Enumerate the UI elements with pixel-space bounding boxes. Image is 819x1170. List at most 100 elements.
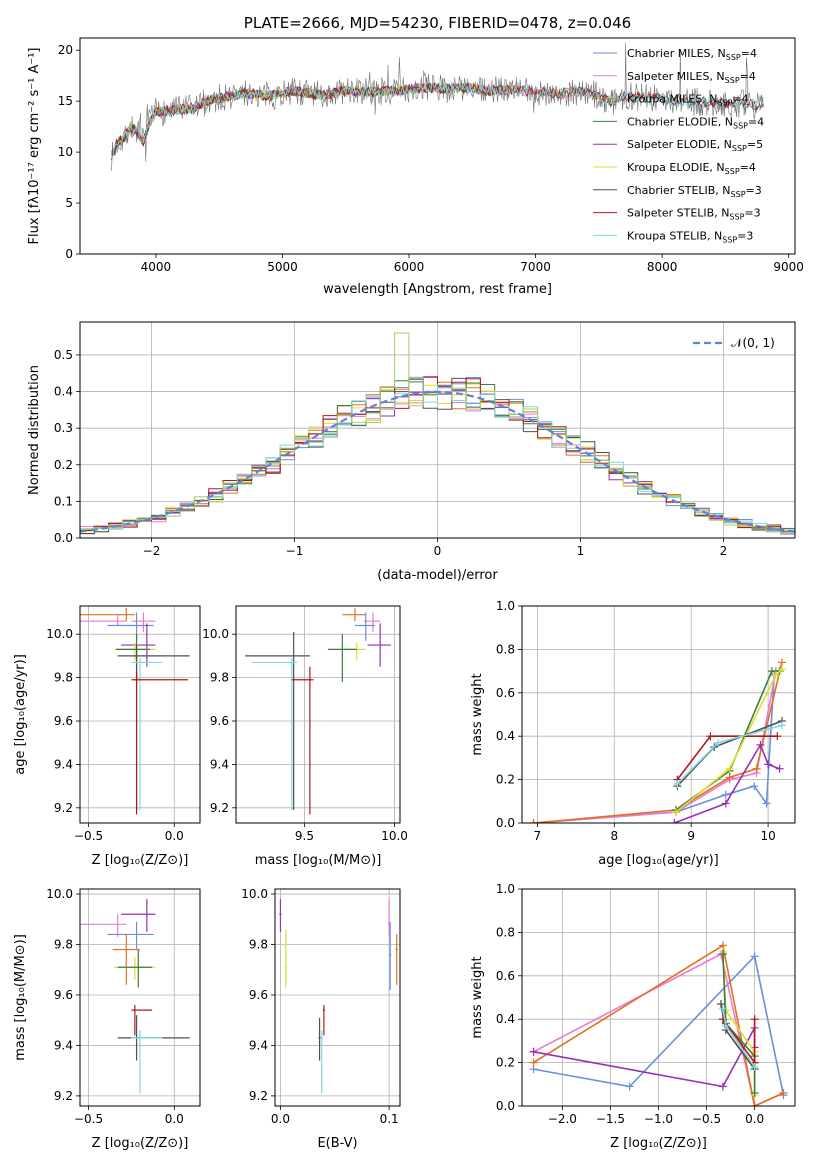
age-vs-z-ytick-label: 9.8 xyxy=(54,671,73,685)
spectrum-legend-label: Salpeter STELIB, NSSP=3 xyxy=(627,207,761,222)
mass-vs-z-xtick-label: 0.0 xyxy=(165,1112,184,1126)
residuals-xtick-label: 2 xyxy=(720,544,728,558)
weight-vs-age-series xyxy=(529,658,786,823)
spectrum-xtick-label: 6000 xyxy=(394,260,425,274)
spectrum-legend-label: Salpeter ELODIE, NSSP=5 xyxy=(627,138,763,153)
mass-vs-ebv-panel: 0.0 0.1 9.2 9.4 9.6 9.8 10.0 E(B-V) xyxy=(241,887,401,1151)
age-vs-mass-ytick-label: 9.4 xyxy=(210,757,229,771)
weight-series-line xyxy=(533,944,784,1106)
spectrum-legend-label: Chabrier STELIB, NSSP=3 xyxy=(627,184,762,199)
mass-vs-z-ytick-label: 9.6 xyxy=(54,988,73,1002)
age-vs-mass-points xyxy=(245,608,391,815)
mass-vs-ebv-xtick-label: 0.0 xyxy=(271,1112,290,1126)
spectrum-legend-label: Kroupa ELODIE, NSSP=4 xyxy=(627,161,756,176)
weight-marker xyxy=(750,782,759,791)
errorbar-point xyxy=(131,1030,163,1094)
weight-vs-age-xlabel: age [log₁₀(age/yr)] xyxy=(598,853,719,868)
weight-marker xyxy=(725,764,734,773)
mass-vs-z-xtick-label: −0.5 xyxy=(74,1112,103,1126)
weight-vs-z-xtick-label: 0.0 xyxy=(745,1112,764,1126)
residuals-ylabel: Normed distribution xyxy=(27,365,42,495)
weight-marker xyxy=(673,779,682,788)
age-vs-z-xtick-label: −0.5 xyxy=(74,829,103,843)
age-vs-mass-ytick-label: 10.0 xyxy=(202,627,229,641)
mass-vs-ebv-xtick-label: 0.1 xyxy=(380,1112,399,1126)
spectrum-ytick-label: 5 xyxy=(65,196,73,210)
residuals-histograms xyxy=(80,332,795,537)
weight-marker xyxy=(529,1047,538,1056)
weight-vs-z-xtick-label: −0.5 xyxy=(692,1112,721,1126)
weight-marker xyxy=(752,764,761,773)
residuals-ytick-label: 0.3 xyxy=(54,421,73,435)
spectrum-ytick-label: 10 xyxy=(58,145,73,159)
errorbar-point xyxy=(252,658,298,810)
mass-vs-ebv-ytick-label: 9.8 xyxy=(249,938,268,952)
weight-marker xyxy=(756,740,765,749)
errorbar-point xyxy=(389,921,392,990)
weight-marker xyxy=(762,799,771,808)
weight-vs-age-ylabel: mass weight xyxy=(470,673,485,755)
age-vs-mass-ytick-label: 9.2 xyxy=(210,801,229,815)
weight-marker xyxy=(775,764,784,773)
errorbar-point xyxy=(279,899,282,932)
spectrum-xtick-label: 8000 xyxy=(647,260,678,274)
weight-marker xyxy=(529,1058,538,1067)
weight-series-line xyxy=(674,743,780,823)
weight-vs-age-ytick-label: 1.0 xyxy=(496,599,515,613)
weight-vs-age-xtick-label: 7 xyxy=(534,829,542,843)
weight-marker xyxy=(721,790,730,799)
weight-marker xyxy=(718,950,727,959)
errorbar-point xyxy=(131,612,156,633)
mass-vs-z-ytick-label: 9.4 xyxy=(54,1038,73,1052)
weight-marker xyxy=(779,1088,788,1097)
age-vs-mass-xtick-label: 9.5 xyxy=(295,829,314,843)
age-vs-mass-ytick-label: 9.8 xyxy=(210,671,229,685)
weight-marker xyxy=(670,819,679,823)
spectrum-legend-label: Salpeter MILES, NSSP=4 xyxy=(627,70,756,85)
weight-marker xyxy=(706,732,715,741)
residuals-xlabel: (data-model)/error xyxy=(377,568,498,583)
errorbar-point xyxy=(131,671,188,815)
age-vs-z-ytick-label: 10.0 xyxy=(46,627,73,641)
weight-marker xyxy=(777,664,786,673)
errorbar-point xyxy=(318,1017,321,1061)
weight-marker xyxy=(718,1004,727,1013)
weight-marker xyxy=(714,738,723,747)
mass-vs-z-xlabel: Z [log₁₀(Z/Z⊙)] xyxy=(92,1136,189,1151)
age-vs-z-frame xyxy=(79,605,201,824)
errorbar-point xyxy=(112,934,140,985)
spectrum-panel: PLATE=2666, MJD=54230, FIBERID=0478, z=0… xyxy=(27,14,804,297)
errorbar-point xyxy=(80,614,127,626)
weight-marker xyxy=(773,732,782,741)
residuals-xtick-label: 1 xyxy=(577,544,585,558)
mass-vs-z-frame xyxy=(79,888,201,1107)
weight-vs-z-ytick-label: 0.2 xyxy=(496,1056,515,1070)
weight-marker xyxy=(721,799,730,808)
mass-vs-z-panel: −0.5 0.0 9.2 9.4 9.6 9.8 10.0 Z [log₁₀(Z/Z⊙)] ma… xyxy=(13,887,201,1151)
age-vs-z-xtick-label: 0.0 xyxy=(165,829,184,843)
weight-vs-z-ytick-label: 0.8 xyxy=(496,925,515,939)
weight-marker xyxy=(625,1082,634,1091)
spectrum-xtick-label: 7000 xyxy=(520,260,551,274)
errorbar-point xyxy=(284,929,287,988)
errorbar-point xyxy=(116,634,151,682)
age-vs-mass-ytick-label: 9.6 xyxy=(210,714,229,728)
errorbar-point xyxy=(121,899,156,932)
spectrum-series-line xyxy=(111,82,764,159)
errorbar-point xyxy=(131,1005,152,1036)
weight-vs-age-xtick-label: 9 xyxy=(687,829,695,843)
mass-vs-ebv-ytick-label: 9.6 xyxy=(249,988,268,1002)
weight-marker xyxy=(777,721,786,730)
weight-vs-age-xtick-label: 8 xyxy=(610,829,618,843)
weight-marker xyxy=(771,671,780,680)
mass-vs-z-ytick-label: 9.8 xyxy=(54,938,73,952)
weight-series-line xyxy=(722,954,756,1093)
residuals-xtick-label: −2 xyxy=(143,544,161,558)
errorbar-point xyxy=(395,934,398,985)
weight-vs-z-series xyxy=(529,941,788,1106)
mass-vs-ebv-ytick-label: 10.0 xyxy=(241,887,268,901)
normal-curve xyxy=(80,390,795,533)
errorbar-point xyxy=(367,623,391,667)
errorbar-point xyxy=(121,623,156,667)
